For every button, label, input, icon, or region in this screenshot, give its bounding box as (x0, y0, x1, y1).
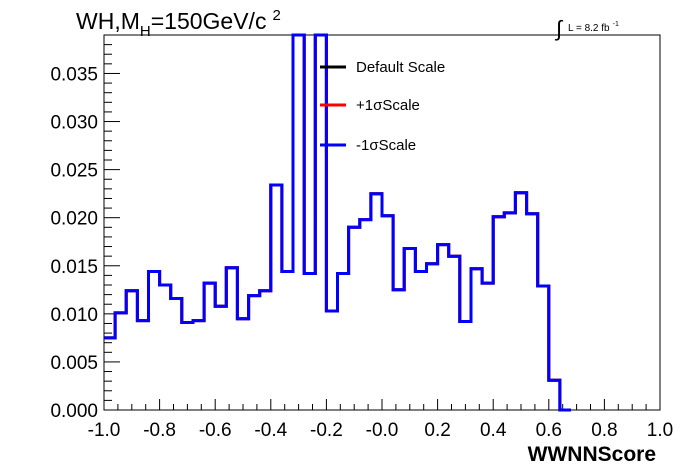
series-layer (104, 33, 571, 412)
title-main: WH,M (76, 8, 140, 34)
y-tick-label: 0.010 (50, 305, 98, 326)
title-superscript: 2 (272, 7, 280, 24)
x-tick-label: 1.0 (647, 420, 673, 441)
y-tick-label: 0.020 (50, 209, 98, 230)
lumi-label: L = 8.2 fb -1 (568, 21, 619, 34)
y-tick-label: 0.030 (50, 113, 98, 134)
x-tick-label: -0.2 (310, 420, 343, 441)
x-tick-label: -1.0 (88, 420, 121, 441)
title-subscript: H (140, 23, 151, 40)
x-tick-label: 0.4 (480, 420, 507, 441)
x-tick-label: -0.6 (199, 420, 232, 441)
y-tick-label: 0.035 (50, 64, 98, 85)
x-tick-label: 0.6 (536, 420, 562, 441)
legend: Default Scale +1σScale -1σScale (320, 59, 445, 154)
lumi-superscript: -1 (613, 21, 619, 28)
x-axis: -1.0 -0.8 -0.6 -0.4 -0.2 -0.0 0.2 0.4 0.6 0.8 1.0 (88, 399, 673, 441)
x-axis-title: WWNNScore (528, 443, 656, 466)
series-line (104, 33, 571, 412)
lumi-text: L = 8.2 fb (568, 23, 610, 34)
y-tick-label: 0.015 (50, 257, 98, 278)
y-tick-label: 0.025 (50, 161, 98, 182)
legend-label: Default Scale (356, 59, 445, 76)
legend-label: +1σScale (356, 97, 420, 114)
chart-title: WH,MH=150GeV/c 2 (76, 7, 281, 40)
x-tick-label: -0.8 (143, 420, 176, 441)
x-tick-label: 0.2 (424, 420, 450, 441)
x-tick-label: 0.8 (591, 420, 617, 441)
y-axis: 0.000 0.005 0.010 0.015 0.020 0.025 0.030 0.035 (50, 34, 120, 422)
series-line (104, 33, 571, 412)
title-rest: =150GeV/c (151, 8, 267, 34)
legend-label: -1σScale (356, 137, 416, 154)
x-tick-label: -0.0 (366, 420, 399, 441)
y-tick-label: 0.005 (50, 353, 98, 374)
y-tick-label: 0.000 (50, 401, 98, 422)
plot-frame (103, 34, 661, 411)
x-tick-label: -0.4 (254, 420, 287, 441)
series-line (104, 33, 571, 412)
lumi-integral: ∫ (554, 16, 564, 41)
